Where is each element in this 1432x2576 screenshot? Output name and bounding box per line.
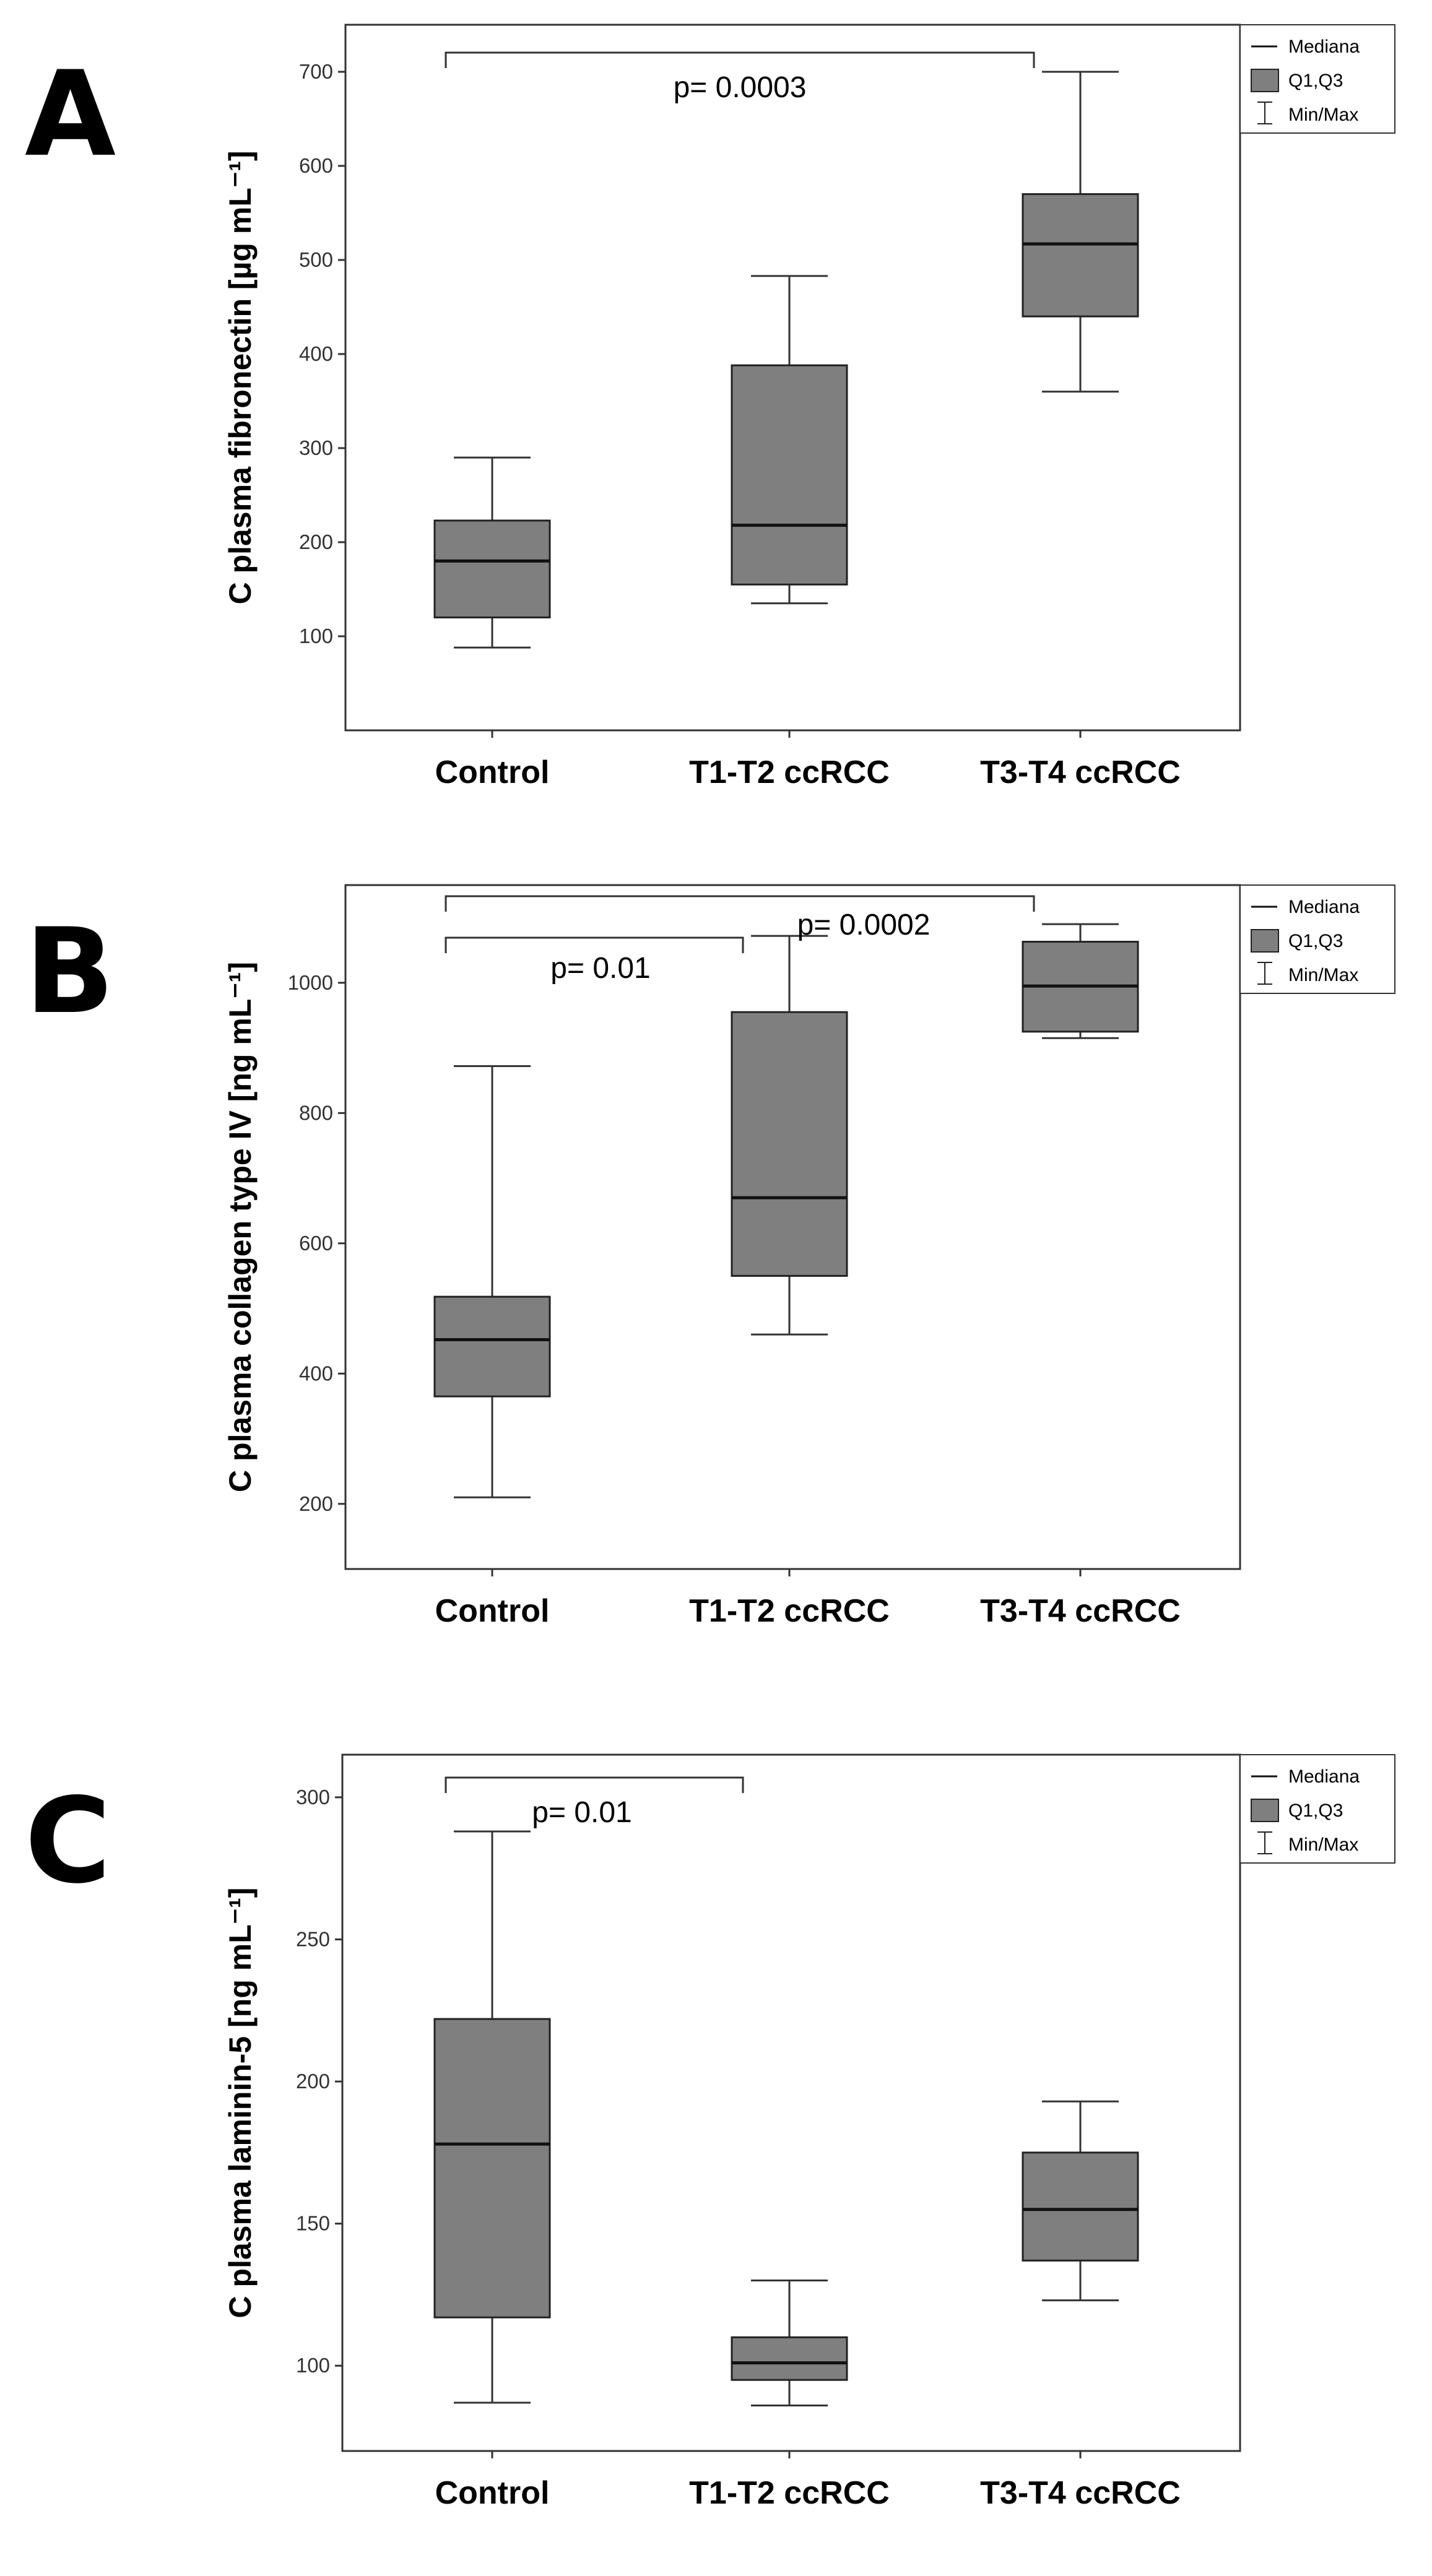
iqr-box	[731, 2336, 848, 2381]
y-axis-label: C plasma laminin-5 [ng mL⁻¹]	[223, 1888, 258, 2319]
y-tick-label: 250	[296, 1927, 330, 1950]
significance-bracket	[445, 1776, 744, 1793]
x-category-label: T1-T2 ccRCC	[689, 1593, 890, 1629]
legend-minmax-swatch	[1257, 1831, 1272, 1854]
panel-letter: A	[25, 46, 116, 183]
y-tick-label: 400	[299, 1362, 333, 1385]
y-tick-label: 300	[296, 1786, 330, 1809]
panel-letter: C	[25, 1773, 111, 1909]
significance-bracket	[445, 51, 1035, 68]
y-tick-label: 500	[299, 248, 333, 271]
iqr-box	[433, 1295, 551, 1398]
legend: Mediana Q1,Q3 Min/Max	[1239, 884, 1395, 994]
box-t1-t2-ccrcc	[731, 275, 848, 605]
iqr-box	[731, 1011, 848, 1277]
legend-label: Mediana	[1288, 1766, 1360, 1787]
y-tick-label: 150	[296, 2212, 330, 2235]
panel-c: C 100 150 200 250 300 Control T1-T2 ccRCC T3-T4 …	[25, 1753, 1395, 2511]
x-category-label: T3-T4 ccRCC	[980, 1593, 1181, 1629]
box-control	[433, 456, 551, 649]
significance-bracket	[445, 895, 1035, 912]
y-tick-label: 1000	[288, 971, 333, 994]
legend-label: Q1,Q3	[1288, 931, 1343, 951]
box-t1-t2-ccrcc	[731, 935, 848, 1336]
box-t3-t4-ccrcc	[1022, 923, 1139, 1039]
legend: Mediana Q1,Q3 Min/Max	[1239, 1754, 1395, 1864]
y-tick-label: 700	[299, 60, 333, 83]
p-value-label: p= 0.0002	[797, 909, 931, 941]
x-category-label: Control	[435, 754, 550, 790]
p-value-label: p= 0.0003	[674, 71, 807, 104]
y-axis-label: C plasma collagen type IV [ng mL⁻¹]	[223, 962, 258, 1492]
y-tick-label: 200	[299, 530, 333, 553]
y-tick-label: 100	[296, 2354, 330, 2377]
box-t1-t2-ccrcc	[731, 2279, 848, 2407]
iqr-box	[1022, 2151, 1139, 2262]
panel-letter: B	[25, 903, 115, 1040]
iqr-box	[433, 519, 551, 619]
y-tick-label: 800	[299, 1101, 333, 1124]
legend-minmax-swatch	[1257, 102, 1272, 124]
y-tick-label: 100	[299, 625, 333, 647]
legend-label: Min/Max	[1288, 105, 1358, 125]
x-category-label: Control	[435, 1593, 550, 1629]
iqr-box	[1022, 193, 1139, 318]
legend-box-swatch	[1251, 69, 1279, 92]
p-value-label: p= 0.01	[550, 952, 650, 985]
x-category-label: T1-T2 ccRCC	[689, 754, 890, 790]
x-category-label: T1-T2 ccRCC	[689, 2475, 890, 2511]
panel-b: B 200 400 600 800 1000 Control T1-T2 ccRCC T3-T4…	[25, 884, 1395, 1629]
legend-box-swatch	[1251, 929, 1279, 953]
y-axis-label: C plasma fibronectin [µg mL⁻¹]	[223, 150, 258, 604]
legend: Mediana Q1,Q3 Min/Max	[1239, 24, 1395, 134]
x-category-label: T3-T4 ccRCC	[980, 754, 1181, 790]
y-tick-label: 200	[299, 1492, 333, 1515]
box-control	[433, 1830, 551, 2404]
legend-label: Q1,Q3	[1288, 1800, 1343, 1821]
box-t3-t4-ccrcc	[1022, 2100, 1139, 2302]
iqr-box	[433, 2018, 551, 2319]
legend-label: Mediana	[1288, 37, 1360, 57]
panel-a: A 100 200 300 400 500 600 700 Control T1-T2 ccRCC…	[25, 24, 1395, 790]
y-tick-label: 600	[299, 154, 333, 177]
iqr-box	[731, 364, 848, 586]
box-t3-t4-ccrcc	[1022, 71, 1139, 393]
significance-bracket	[445, 936, 744, 953]
x-category-label: T3-T4 ccRCC	[980, 2475, 1181, 2511]
legend-label: Min/Max	[1288, 965, 1358, 985]
legend-label: Mediana	[1288, 897, 1360, 917]
box-control	[433, 1065, 551, 1498]
y-tick-label: 400	[299, 342, 333, 365]
legend-box-swatch	[1251, 1799, 1279, 1822]
legend-minmax-swatch	[1257, 962, 1272, 985]
p-value-label: p= 0.01	[532, 1796, 631, 1829]
legend-label: Min/Max	[1288, 1835, 1358, 1855]
legend-label: Q1,Q3	[1288, 71, 1343, 91]
y-tick-label: 300	[299, 436, 333, 459]
y-tick-label: 200	[296, 2070, 330, 2093]
y-tick-label: 600	[299, 1232, 333, 1255]
x-category-label: Control	[435, 2475, 550, 2511]
